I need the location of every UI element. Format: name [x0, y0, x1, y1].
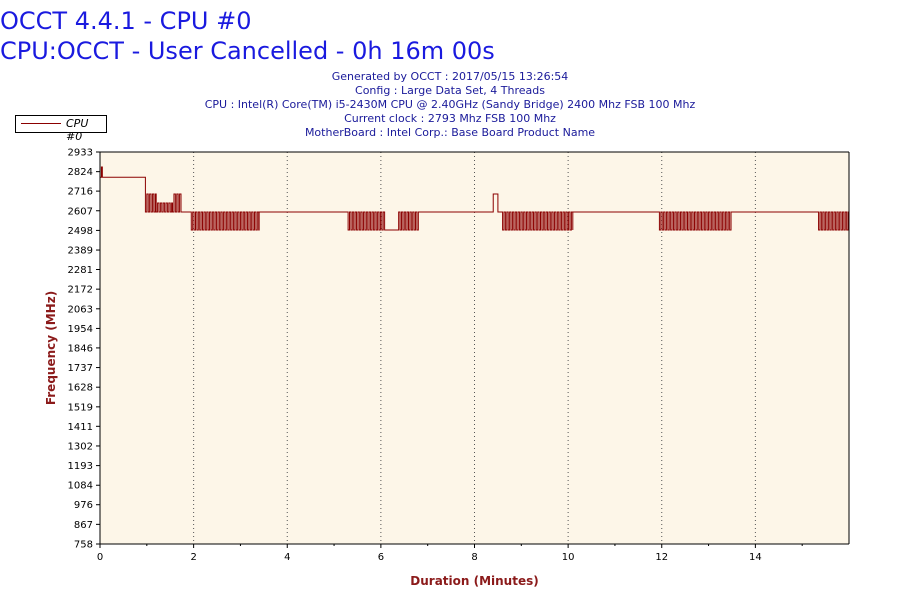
y-tick-label: 2063 — [68, 304, 93, 315]
x-tick-label: 4 — [284, 552, 290, 563]
grid-lines — [193, 152, 756, 544]
y-tick-label: 2933 — [68, 148, 93, 159]
x-axis-title: Duration (Minutes) — [410, 574, 538, 588]
y-tick-label: 2824 — [68, 167, 93, 178]
x-tick-label: 12 — [655, 552, 668, 563]
y-tick-label: 2389 — [68, 246, 93, 257]
y-tick-label: 758 — [74, 540, 93, 551]
y-tick-label: 2716 — [68, 187, 93, 198]
info-motherboard: MotherBoard : Intel Corp.: Base Board Pr… — [304, 126, 596, 139]
legend-swatch — [21, 123, 61, 124]
y-tick-label: 2281 — [68, 265, 93, 276]
y-tick-label: 1411 — [68, 422, 93, 433]
chart-title: OCCT 4.4.1 - CPU #0 — [0, 7, 252, 35]
x-ticks: 0 2 4 6 8 10 12 14 — [97, 544, 803, 563]
info-generated: Generated by OCCT : 2017/05/15 13:26:54 — [331, 70, 569, 83]
series-group — [100, 166, 849, 231]
x-tick-label: 0 — [97, 552, 103, 563]
x-tick-label: 6 — [378, 552, 384, 563]
y-ticks: 758 867 976 1084 1193 1302 1411 1519 1628 1737 184… — [68, 148, 100, 551]
y-tick-label: 1519 — [68, 402, 93, 413]
y-tick-label: 867 — [74, 520, 93, 531]
y-tick-label: 2498 — [68, 226, 93, 237]
y-tick-label: 2172 — [68, 285, 93, 296]
series-line-cpu0 — [100, 166, 849, 231]
info-cpu: CPU : Intel(R) Core(TM) i5-2430M CPU @ 2… — [204, 98, 696, 111]
y-tick-label: 1628 — [68, 383, 93, 394]
y-axis-title: Frequency (MHz) — [44, 291, 58, 405]
x-tick-label: 14 — [749, 552, 762, 563]
y-tick-label: 2607 — [68, 206, 93, 217]
y-tick-label: 1084 — [68, 481, 93, 492]
y-tick-label: 1954 — [68, 324, 93, 335]
x-tick-label: 2 — [190, 552, 196, 563]
y-tick-label: 976 — [74, 500, 93, 511]
info-current-clock: Current clock : 2793 Mhz FSB 100 Mhz — [344, 112, 556, 125]
legend: CPU #0 — [15, 115, 107, 143]
legend-label: CPU #0 — [66, 117, 89, 143]
x-tick-label: 10 — [562, 552, 575, 563]
y-tick-label: 1193 — [68, 461, 93, 472]
info-config: Config : Large Data Set, 4 Threads — [355, 84, 545, 97]
y-tick-label: 1737 — [68, 363, 93, 374]
chart-subtitle: CPU:OCCT - User Cancelled - 0h 16m 00s — [0, 37, 495, 65]
x-tick-label: 8 — [471, 552, 477, 563]
y-tick-label: 1302 — [68, 441, 93, 452]
y-tick-label: 1846 — [68, 343, 93, 354]
